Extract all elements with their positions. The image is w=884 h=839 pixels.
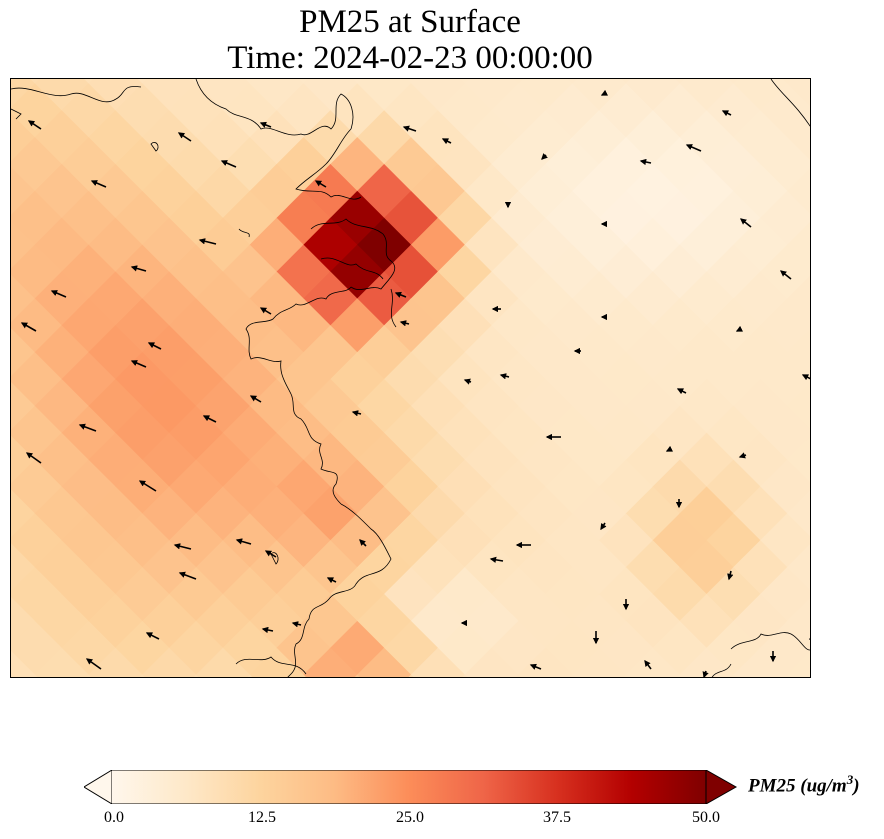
wind-vector xyxy=(499,373,510,380)
wind-vector xyxy=(351,410,362,417)
grid-cell xyxy=(625,647,681,677)
wind-vector xyxy=(264,550,277,558)
wind-vector xyxy=(78,423,97,432)
wind-vector xyxy=(801,374,810,381)
wind-vector xyxy=(644,659,652,670)
grid-cell xyxy=(302,647,358,677)
colorbar-tick: 12.5 xyxy=(248,809,276,826)
wind-vector xyxy=(808,633,810,640)
wind-vector xyxy=(326,577,337,584)
colorbar-tick: 50.0 xyxy=(692,809,720,826)
wind-vector xyxy=(20,322,37,332)
wind-vector xyxy=(721,110,732,117)
grid-cell xyxy=(11,647,36,677)
wind-vector xyxy=(235,538,252,545)
map-title: PM25 at Surface xyxy=(299,4,521,40)
colorbar-label: PM25 (ug/m3) xyxy=(748,772,860,797)
wind-vector xyxy=(314,180,327,188)
wind-vector xyxy=(685,144,702,152)
colorbar-label-text: PM25 (ug/m xyxy=(748,775,847,797)
grid-cell xyxy=(356,647,412,677)
colorbar-label-close: ) xyxy=(853,775,860,797)
wind-vector xyxy=(727,570,734,581)
wind-vector xyxy=(735,325,744,332)
pm25-field xyxy=(11,79,810,677)
colorbar-tick: 37.5 xyxy=(543,809,571,826)
wind-vector xyxy=(402,125,417,132)
wind-vector xyxy=(173,543,192,550)
wind-vector xyxy=(259,307,272,315)
pm25-colorbar xyxy=(84,770,738,804)
wind-vector xyxy=(676,388,687,395)
wind-vector xyxy=(178,571,197,580)
grid-cell xyxy=(464,647,520,677)
grid-cell xyxy=(571,647,627,677)
wind-vector xyxy=(639,158,652,166)
colorbar-tick: 25.0 xyxy=(396,809,424,826)
wind-vector xyxy=(90,180,107,188)
grid-cell xyxy=(249,647,305,677)
concentration-cells xyxy=(11,79,810,677)
wind-vector xyxy=(138,480,157,492)
wind-vector xyxy=(529,663,542,670)
grid-cell xyxy=(517,647,573,677)
wind-vector xyxy=(259,121,272,128)
wind-vector xyxy=(359,539,367,547)
wind-vector xyxy=(249,395,262,403)
wind-vector xyxy=(177,132,192,142)
colorbar-gradient xyxy=(112,770,706,804)
wind-vector xyxy=(147,342,162,350)
wind-vector xyxy=(145,632,160,640)
wind-vector xyxy=(85,658,102,670)
colorbar-label-exponent: 3 xyxy=(846,772,854,787)
wind-vector xyxy=(27,120,42,130)
grid-cell xyxy=(786,647,810,677)
wind-vector xyxy=(261,626,274,634)
wind-vector xyxy=(291,621,302,628)
wind-vector xyxy=(50,290,67,298)
wind-vector xyxy=(489,556,504,563)
wind-vector xyxy=(399,320,410,327)
map-time-subtitle: Time: 2024-02-23 00:00:00 xyxy=(227,40,593,76)
colorbar-min-extend xyxy=(84,770,113,804)
wind-vector xyxy=(463,378,472,385)
grid-cell xyxy=(410,647,466,677)
wind-vector xyxy=(441,138,452,145)
wind-vector xyxy=(600,522,607,531)
colorbar-max-extend xyxy=(705,770,738,804)
wind-vector xyxy=(740,218,752,228)
wind-vector xyxy=(702,670,709,677)
wind-vectors xyxy=(20,89,810,677)
wind-vector xyxy=(780,270,792,280)
wind-vector xyxy=(25,452,42,464)
wind-vector xyxy=(600,89,609,96)
wind-vector xyxy=(665,445,674,452)
wind-vector xyxy=(130,265,147,272)
wind-vector xyxy=(394,291,407,298)
wind-vector xyxy=(130,360,147,368)
wind-vector xyxy=(198,238,217,245)
wind-vector xyxy=(220,160,237,168)
coastline xyxy=(11,79,810,677)
colorbar-tick: 0.0 xyxy=(104,809,124,826)
wind-vector xyxy=(541,153,548,160)
wind-vector xyxy=(738,452,747,459)
wind-vector xyxy=(202,415,217,423)
pm25-map-panel xyxy=(10,78,811,678)
